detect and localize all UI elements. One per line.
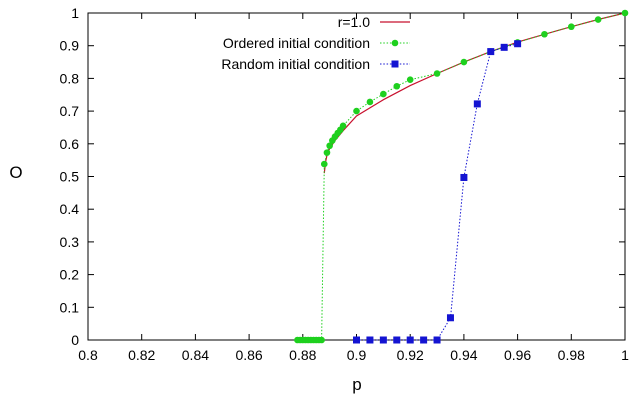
data-point (514, 40, 522, 48)
y-tick-label: 0.2 (60, 267, 80, 283)
x-tick-label: 0.86 (235, 347, 262, 363)
data-point (406, 336, 414, 344)
y-tick-label: 0.9 (60, 38, 80, 54)
y-tick-label: 0.3 (60, 234, 80, 250)
data-point (473, 100, 481, 108)
data-point (380, 90, 387, 98)
legend: r=1.0 Ordered initial condition Random ini… (221, 14, 410, 72)
data-point (393, 82, 401, 90)
x-tick-label: 0.92 (397, 347, 424, 363)
x-axis-label: p (352, 375, 361, 394)
data-point (353, 336, 360, 344)
data-point (446, 314, 454, 322)
legend-label: Ordered initial condition (223, 35, 370, 51)
legend-marker (391, 60, 399, 68)
x-tick-label: 0.96 (504, 347, 531, 363)
data-point (433, 70, 441, 77)
data-point (487, 48, 495, 56)
data-point (500, 43, 508, 51)
data-point (339, 122, 347, 130)
x-tick-label: 0.9 (347, 347, 367, 363)
series-2 (353, 40, 522, 344)
data-point (353, 107, 360, 115)
y-tick-label: 0.1 (60, 299, 80, 315)
x-tick-label: 1 (621, 347, 629, 363)
x-tick-label: 0.94 (450, 347, 477, 363)
y-tick-label: 1 (71, 5, 79, 21)
data-point (326, 142, 333, 150)
data-point (366, 98, 374, 106)
y-tick-label: 0.6 (60, 136, 80, 152)
legend-label: r=1.0 (338, 14, 371, 30)
data-point (366, 336, 374, 344)
data-point (541, 30, 548, 38)
y-tick-label: 0.5 (60, 169, 80, 185)
x-tick-label: 0.82 (128, 347, 155, 363)
data-point (460, 173, 468, 181)
x-tick-label: 0.98 (558, 347, 585, 363)
data-point (621, 9, 629, 17)
y-tick-label: 0.7 (60, 103, 80, 119)
axes-layer: 0.8 0.82 0.84 0.86 0.88 0.9 0.92 0.94 0.96 0.98 1 0… (60, 5, 630, 363)
y-tick-label: 0.4 (60, 201, 80, 217)
data-point (594, 16, 602, 23)
data-point (318, 336, 325, 344)
data-point (433, 336, 441, 344)
x-tick-label: 0.84 (182, 347, 209, 363)
legend-marker (391, 39, 399, 47)
series-layer (294, 9, 629, 344)
y-axis-label: O (9, 163, 22, 182)
x-tick-label: 0.8 (78, 347, 98, 363)
data-point (420, 336, 428, 344)
data-point (393, 336, 401, 344)
x-tick-label: 0.88 (289, 347, 316, 363)
series-line (356, 43, 518, 341)
data-point (379, 336, 387, 344)
y-tick-label: 0.8 (60, 70, 80, 86)
data-point (406, 76, 414, 84)
y-tick-label: 0 (71, 332, 79, 348)
data-point (568, 23, 575, 31)
data-point (460, 58, 468, 66)
data-point (323, 149, 331, 156)
legend-label: Random initial condition (221, 56, 370, 72)
data-point (320, 160, 328, 168)
